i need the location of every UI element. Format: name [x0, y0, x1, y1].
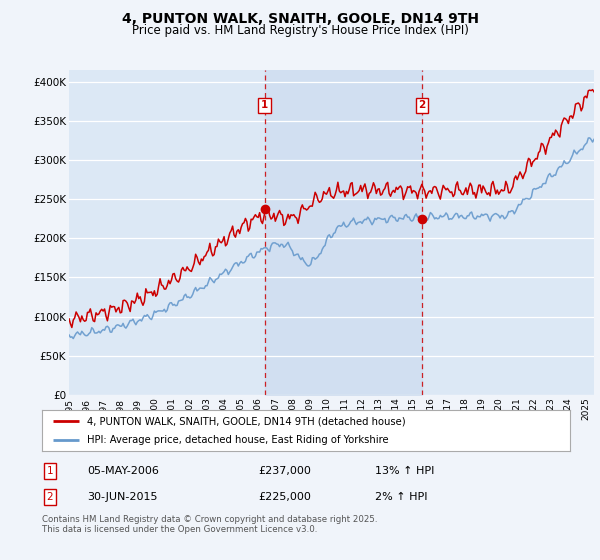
Text: 05-MAY-2006: 05-MAY-2006	[87, 466, 159, 476]
Text: 4, PUNTON WALK, SNAITH, GOOLE, DN14 9TH: 4, PUNTON WALK, SNAITH, GOOLE, DN14 9TH	[121, 12, 479, 26]
Text: 1: 1	[47, 466, 53, 476]
Text: 30-JUN-2015: 30-JUN-2015	[87, 492, 157, 502]
Text: HPI: Average price, detached house, East Riding of Yorkshire: HPI: Average price, detached house, East…	[87, 435, 389, 445]
Text: £225,000: £225,000	[259, 492, 311, 502]
Text: 2: 2	[47, 492, 53, 502]
Text: 4, PUNTON WALK, SNAITH, GOOLE, DN14 9TH (detached house): 4, PUNTON WALK, SNAITH, GOOLE, DN14 9TH …	[87, 417, 406, 426]
Text: 2: 2	[418, 100, 425, 110]
Text: 2% ↑ HPI: 2% ↑ HPI	[374, 492, 427, 502]
Text: 1: 1	[261, 100, 268, 110]
Text: Contains HM Land Registry data © Crown copyright and database right 2025.
This d: Contains HM Land Registry data © Crown c…	[42, 515, 377, 534]
Text: 13% ↑ HPI: 13% ↑ HPI	[374, 466, 434, 476]
Text: Price paid vs. HM Land Registry's House Price Index (HPI): Price paid vs. HM Land Registry's House …	[131, 24, 469, 36]
Text: £237,000: £237,000	[259, 466, 311, 476]
